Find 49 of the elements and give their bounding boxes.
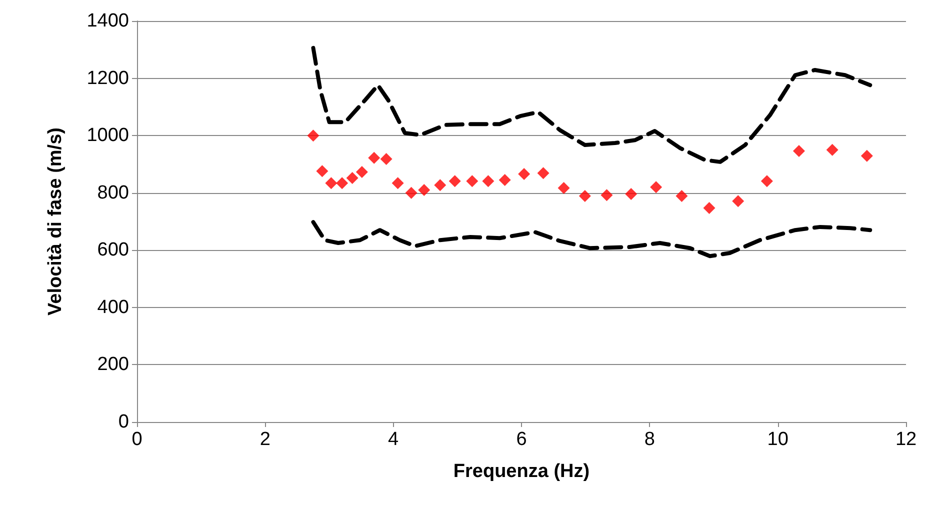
point xyxy=(405,186,418,199)
point xyxy=(325,177,338,190)
y-tick-label: 1000 xyxy=(86,125,129,146)
point xyxy=(316,165,328,178)
point xyxy=(650,181,662,194)
point xyxy=(826,144,838,156)
line-series xyxy=(311,46,872,164)
point xyxy=(600,189,613,202)
point xyxy=(558,182,570,194)
point xyxy=(356,166,368,178)
point xyxy=(676,190,688,202)
x-tick-label: 6 xyxy=(516,429,527,450)
point xyxy=(368,152,380,164)
y-tick-label: 1200 xyxy=(86,68,129,89)
point xyxy=(732,195,744,208)
point xyxy=(578,190,591,202)
x-tick-label: 8 xyxy=(644,429,655,450)
point xyxy=(466,175,478,188)
x-axis-title: Frequenza (Hz) xyxy=(453,461,590,482)
point xyxy=(518,168,530,180)
y-tick-label: 1400 xyxy=(86,10,129,32)
point xyxy=(418,184,430,196)
point xyxy=(860,150,873,162)
point xyxy=(482,175,494,188)
x-tick-label: 4 xyxy=(388,429,400,450)
point xyxy=(307,130,320,142)
point xyxy=(346,172,358,184)
x-tick-label: 10 xyxy=(767,429,788,450)
y-tick-label: 400 xyxy=(97,296,129,318)
point xyxy=(392,177,404,190)
y-tick-label: 200 xyxy=(97,354,129,376)
point xyxy=(498,174,511,186)
y-tick-label: 0 xyxy=(118,412,129,432)
point xyxy=(792,145,805,158)
y-tick-label: 800 xyxy=(97,182,129,204)
y-tick-label: 600 xyxy=(97,240,129,261)
point xyxy=(537,167,550,180)
line-series xyxy=(311,220,872,258)
x-tick-label: 2 xyxy=(260,429,270,450)
point xyxy=(448,175,461,188)
point xyxy=(434,179,446,192)
x-tick-label: 0 xyxy=(132,429,142,450)
point xyxy=(380,153,392,166)
point xyxy=(760,175,773,188)
x-tick-label: 12 xyxy=(895,429,917,450)
y-axis-title: Velocità di fase (m/s) xyxy=(45,128,66,316)
point xyxy=(625,188,638,200)
point xyxy=(336,177,348,190)
point xyxy=(703,202,716,214)
